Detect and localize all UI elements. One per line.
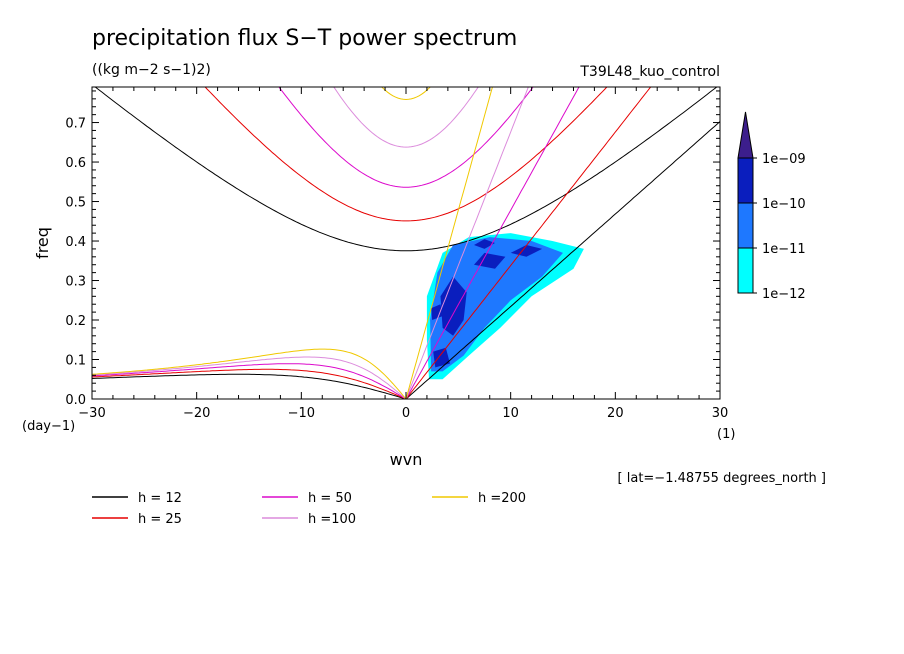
x-tick-label: −30 <box>78 406 105 421</box>
x-tick-label: 20 <box>607 406 624 421</box>
legend-label: h =200 <box>478 491 526 506</box>
colorbar-segment-3 <box>737 157 754 204</box>
colorbar-segment-1 <box>737 247 754 294</box>
spectrum-region-5 <box>474 252 506 269</box>
kelvin-curve-h100 <box>405 87 529 399</box>
colorbar-label: 1e−11 <box>762 242 806 257</box>
colorbar: 1e−12 1e−11 1e−10 1e−09 <box>737 111 806 302</box>
plot-frame <box>91 86 721 400</box>
y-tick-label: 0.1 <box>65 354 86 369</box>
spectrum-region-7 <box>474 239 495 249</box>
y-tick-label: 0.3 <box>65 275 86 290</box>
colorbar-segment-2 <box>737 202 754 249</box>
rossby-curve-h25 <box>92 368 407 399</box>
legend-label: h =100 <box>308 512 356 527</box>
x-tick-label: 10 <box>502 406 519 421</box>
spectrum-region-4 <box>433 347 450 368</box>
ig-curve-h100 <box>333 87 479 148</box>
ig-curve-h12 <box>94 87 718 252</box>
spectrum-region-6 <box>510 245 543 257</box>
y-tick-label: 0.5 <box>65 196 86 211</box>
y-tick-label: 0.0 <box>65 393 86 408</box>
y-unit-label: (day−1) <box>22 419 75 434</box>
x-tick-label: −10 <box>288 406 315 421</box>
x-tick-label: 30 <box>712 406 729 421</box>
legend-label: h = 25 <box>138 512 182 527</box>
rossby-curve-h12 <box>92 373 407 399</box>
lat-annotation: [ lat=−1.48755 degrees_north ] <box>618 471 826 486</box>
rossby-curve-h200 <box>92 348 407 399</box>
legend-label: h = 50 <box>308 491 352 506</box>
spectrum-region-2 <box>430 237 563 372</box>
kelvin-curve-h25 <box>405 87 652 399</box>
kelvin-curve-h12 <box>405 121 720 399</box>
colorbar-label: 1e−09 <box>762 152 806 167</box>
ig-curve-h25 <box>204 87 608 222</box>
spectrum-fills <box>426 233 584 380</box>
y-tick-label: 0.4 <box>65 235 86 250</box>
axis-ticks: −30 −20 −10 0 10 20 30 0.0 0.1 0.2 0.3 0.4 0.5 0.6 0.7 <box>65 87 728 421</box>
kelvin-curve-h50 <box>405 87 580 399</box>
colorbar-label: 1e−12 <box>762 287 806 302</box>
y-axis-label: freq <box>33 227 52 259</box>
y-tick-label: 0.2 <box>65 314 86 329</box>
y-tick-label: 0.7 <box>65 117 86 132</box>
kelvin-curve-h200 <box>405 87 493 399</box>
legend-label: h = 12 <box>138 491 182 506</box>
chart-units: ((kg m−2 s−1)2) <box>92 62 211 78</box>
ig-curve-h50 <box>278 87 534 188</box>
y-tick-label: 0.6 <box>65 156 86 171</box>
colorbar-arrow <box>737 111 754 159</box>
ig-curve-h200 <box>381 87 431 101</box>
colorbar-label: 1e−10 <box>762 197 806 212</box>
curve-legend: h = 12 h = 25 h = 50 h =100 h =200 <box>92 491 526 527</box>
spectrum-region-3 <box>440 276 467 336</box>
spectrum-region-8 <box>431 304 443 320</box>
x-unit-label: (1) <box>717 427 735 442</box>
rossby-curve-h50 <box>92 363 407 399</box>
rossby-curve-h100 <box>92 356 407 399</box>
x-tick-label: −20 <box>183 406 210 421</box>
x-axis-label: wvn <box>390 450 423 469</box>
chart-title: precipitation flux S−T power spectrum <box>92 26 517 51</box>
x-tick-label: 0 <box>402 406 410 421</box>
experiment-label: T39L48_kuo_control <box>579 64 720 80</box>
dispersion-curves <box>92 87 720 399</box>
